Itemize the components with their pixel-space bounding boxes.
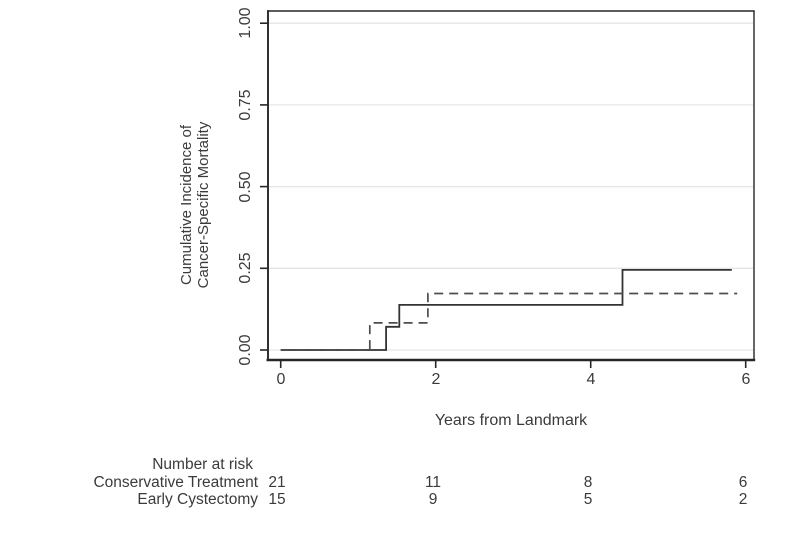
risk-count: 8 — [583, 474, 593, 491]
y-tick-label-0.00: 0.00 — [237, 334, 254, 366]
x-tick-label-4: 4 — [586, 371, 596, 388]
risk-count: 5 — [583, 491, 593, 508]
plot-frame — [266, 10, 756, 362]
risk-count: 21 — [268, 474, 286, 491]
y-axis-title: Cumulative Incidence of Cancer-Specific … — [178, 122, 212, 289]
risk-count: 6 — [738, 474, 748, 491]
y-tick-label-1.00: 1.00 — [237, 7, 254, 39]
y-axis-title-line-1: Cumulative Incidence of — [178, 124, 195, 286]
risk-count: 15 — [268, 491, 286, 508]
gridlines — [269, 22, 753, 351]
number-at-risk-title: Number at risk — [152, 456, 253, 473]
dashed-series-step-line — [280, 292, 738, 351]
solid-series-step-line — [280, 269, 732, 351]
risk-count: 2 — [738, 491, 748, 508]
risk-row-label-conservative-treatment: Conservative Treatment — [93, 474, 258, 491]
risk-count: 9 — [428, 491, 438, 508]
y-tick-label-0.25: 0.25 — [237, 252, 254, 284]
y-tick-label-0.50: 0.50 — [237, 171, 254, 203]
y-axis-title-line-2: Cancer-Specific Mortality — [195, 121, 212, 289]
risk-row-label-early-cystectomy: Early Cystectomy — [137, 491, 258, 508]
x-tick-label-2: 2 — [431, 371, 441, 388]
x-tick-label-0: 0 — [276, 371, 286, 388]
axis-tick-marks — [260, 22, 747, 368]
risk-count: 11 — [424, 474, 442, 491]
y-tick-label-0.75: 0.75 — [237, 89, 254, 121]
x-tick-label-6: 6 — [741, 371, 751, 388]
x-axis-title: Years from Landmark — [434, 412, 588, 429]
